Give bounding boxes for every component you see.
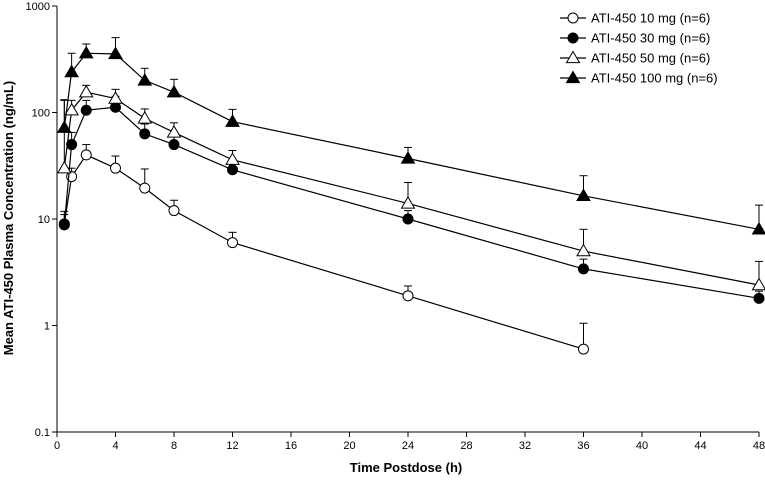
data-point — [137, 110, 153, 124]
y-axis-title: Mean ATI-450 Plasma Concentration (ng/mL… — [1, 81, 16, 356]
series-4 — [56, 37, 765, 235]
x-tick-label: 40 — [636, 440, 648, 452]
series-2 — [58, 95, 765, 304]
data-point — [137, 72, 153, 86]
series-3 — [56, 84, 765, 291]
series-1 — [58, 144, 589, 355]
x-tick-label: 36 — [577, 440, 589, 452]
y-tick-label: 1 — [44, 321, 50, 333]
data-point — [78, 84, 94, 98]
x-tick-label: 20 — [343, 440, 355, 452]
data-point — [166, 124, 182, 138]
data-point — [78, 45, 94, 59]
x-tick-label: 8 — [171, 440, 177, 452]
data-point — [753, 292, 765, 304]
data-point — [56, 120, 72, 133]
data-point — [80, 149, 92, 161]
x-tick-label: 28 — [460, 440, 472, 452]
series-line — [63, 106, 760, 299]
data-point — [58, 219, 70, 231]
y-tick-label: 100 — [32, 108, 50, 120]
data-point — [168, 139, 180, 151]
series-line — [63, 91, 760, 286]
y-tick-label: 1000 — [26, 1, 50, 13]
y-tick-label: 10 — [38, 214, 50, 226]
data-point — [751, 277, 765, 291]
data-point — [64, 102, 79, 116]
legend-marker — [567, 32, 579, 44]
data-point — [66, 139, 78, 151]
data-point — [139, 128, 151, 140]
data-point — [139, 182, 151, 194]
data-point — [225, 152, 240, 165]
legend-label: ATI-450 30 mg (n=6) — [591, 31, 710, 46]
data-point — [400, 195, 416, 209]
legend-label: ATI-450 50 mg (n=6) — [591, 51, 710, 66]
data-point — [168, 205, 180, 217]
data-point — [227, 237, 238, 249]
data-point — [166, 84, 182, 98]
data-point — [576, 188, 591, 202]
legend-item: ATI-450 50 mg (n=6) — [560, 51, 710, 66]
x-tick-label: 48 — [753, 440, 765, 452]
data-point — [400, 150, 416, 164]
data-point — [64, 64, 79, 78]
x-tick-label: 32 — [519, 440, 531, 452]
data-point — [751, 221, 765, 235]
data-point — [108, 46, 123, 60]
legend-marker — [565, 50, 581, 64]
legend-item: ATI-450 100 mg (n=6) — [560, 71, 718, 86]
data-point — [402, 213, 414, 225]
legend-item: ATI-450 30 mg (n=6) — [560, 31, 710, 46]
data-point — [80, 104, 92, 116]
series-line — [63, 52, 760, 230]
data-point — [56, 160, 72, 174]
series-layer — [56, 37, 765, 355]
data-point — [227, 164, 238, 176]
legend-label: ATI-450 10 mg (n=6) — [591, 11, 710, 26]
data-point — [110, 162, 121, 174]
x-tick-label: 4 — [112, 440, 118, 452]
x-tick-label: 16 — [285, 440, 297, 452]
legend-item: ATI-450 10 mg (n=6) — [560, 11, 710, 26]
x-tick-label: 12 — [226, 440, 238, 452]
legend: ATI-450 10 mg (n=6) ATI-450 30 mg (n=6) AT… — [560, 11, 718, 86]
x-tick-label: 0 — [54, 440, 60, 452]
data-point — [402, 290, 414, 302]
legend-label: ATI-450 100 mg (n=6) — [591, 71, 718, 86]
data-point — [108, 91, 123, 104]
x-tick-label: 44 — [694, 440, 706, 452]
x-tick-label: 24 — [402, 440, 414, 452]
data-point — [578, 343, 589, 355]
data-point — [578, 263, 589, 275]
y-tick-label: 0.1 — [35, 427, 50, 439]
legend-marker — [567, 12, 579, 24]
x-axis-title: Time Postdose (h) — [350, 460, 462, 475]
legend-marker — [565, 70, 581, 84]
data-point — [225, 114, 240, 127]
data-point — [576, 243, 591, 257]
